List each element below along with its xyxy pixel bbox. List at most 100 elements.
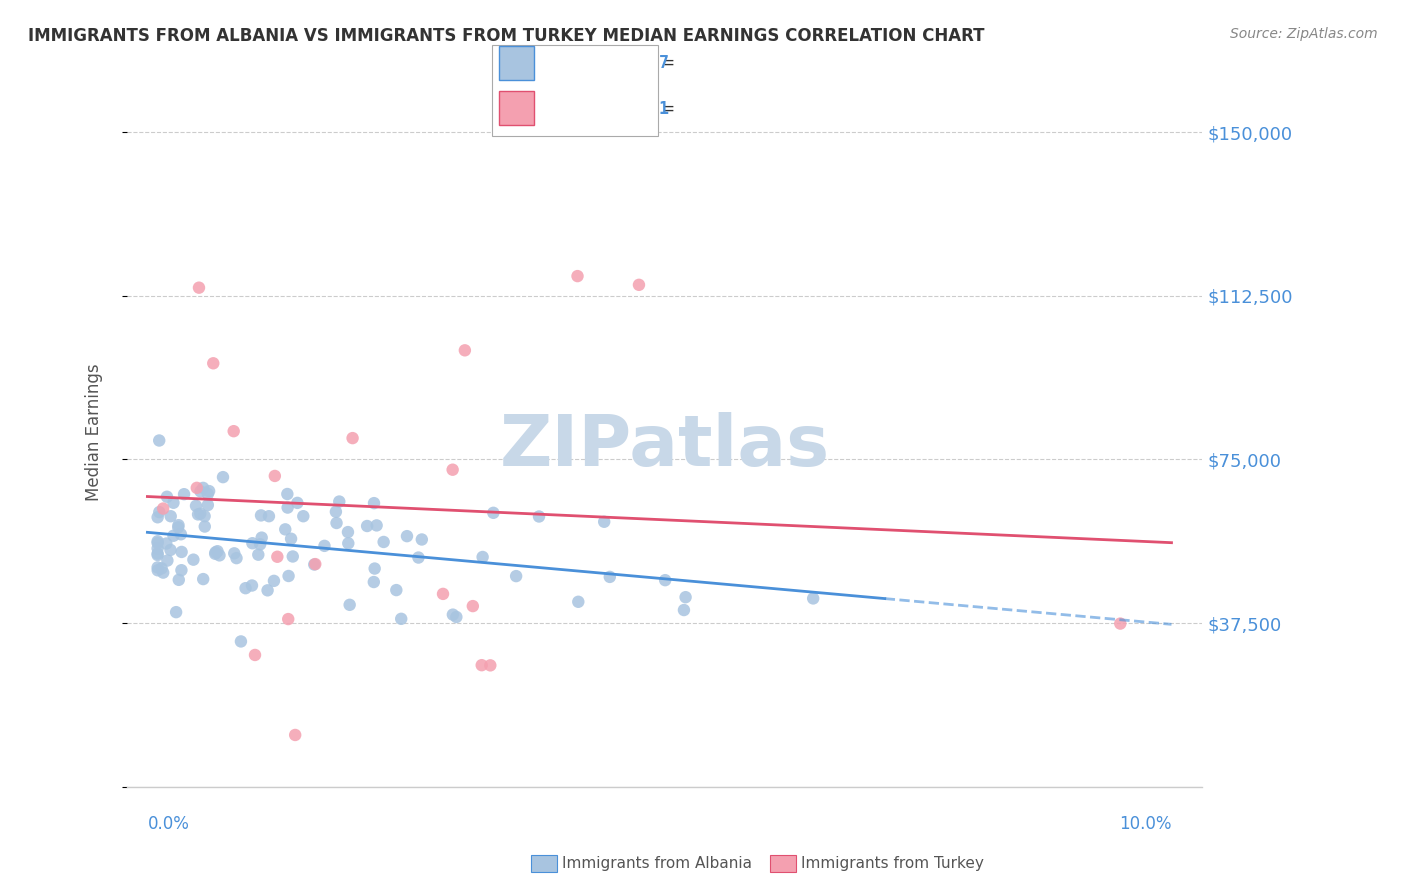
Point (599, 570, 621, 584)
Point (363, 574, 385, 589)
Point (441, 463, 464, 477)
Point (627, 277, 650, 292)
Point (342, 431, 364, 445)
Point (243, 648, 266, 662)
Point (432, 587, 454, 601)
Point (292, 509, 315, 524)
Point (479, 658, 502, 673)
Point (146, 548, 169, 562)
Point (170, 563, 193, 577)
Point (277, 569, 299, 583)
Point (173, 487, 195, 501)
Point (249, 537, 271, 551)
Point (146, 547, 169, 561)
Text: Immigrants from Albania: Immigrants from Albania (562, 856, 752, 871)
Point (527, 509, 550, 524)
Point (224, 546, 246, 560)
Point (471, 549, 494, 564)
Point (567, 269, 589, 284)
Point (146, 536, 169, 550)
Text: ZIPatlas: ZIPatlas (499, 412, 830, 481)
Point (235, 581, 257, 595)
Point (385, 583, 408, 598)
Point (593, 515, 616, 529)
Point (304, 558, 326, 572)
Point (208, 549, 231, 563)
Point (389, 612, 412, 626)
Point (162, 496, 184, 510)
Point (654, 573, 676, 587)
Point (242, 536, 264, 550)
Text: 0.0%: 0.0% (148, 815, 190, 833)
Text: Immigrants from Turkey: Immigrants from Turkey (801, 856, 984, 871)
Point (266, 549, 288, 564)
Point (162, 529, 184, 543)
Point (207, 544, 229, 558)
Point (446, 610, 468, 624)
Point (212, 470, 235, 484)
Point (672, 603, 695, 617)
Point (408, 550, 430, 565)
Point (188, 281, 211, 295)
Point (229, 634, 252, 648)
Point (675, 590, 697, 604)
Point (198, 484, 221, 499)
Point (190, 484, 212, 499)
Point (222, 424, 245, 438)
Point (152, 566, 174, 580)
Point (285, 496, 308, 510)
Point (281, 549, 304, 564)
Point (188, 507, 211, 521)
Point (263, 574, 285, 588)
Point (276, 487, 298, 501)
Point (314, 539, 336, 553)
Point (337, 536, 360, 550)
Point (274, 522, 297, 536)
Point (567, 595, 589, 609)
Point (325, 516, 347, 530)
Text: 10.0%: 10.0% (1119, 815, 1171, 833)
Text: 21: 21 (650, 100, 669, 118)
Point (225, 551, 247, 566)
Text: R =: R = (541, 54, 581, 72)
Point (363, 561, 385, 575)
Point (366, 518, 388, 533)
Point (146, 541, 169, 556)
Point (482, 506, 505, 520)
Point (801, 591, 824, 606)
Point (187, 508, 209, 522)
Point (155, 536, 177, 550)
Point (183, 552, 205, 566)
Text: N =: N = (614, 54, 685, 72)
Point (1109, 616, 1132, 631)
Point (152, 501, 174, 516)
Text: 97: 97 (650, 54, 669, 72)
Point (325, 505, 347, 519)
Point (204, 545, 226, 559)
Point (197, 498, 219, 512)
Text: IMMIGRANTS FROM ALBANIA VS IMMIGRANTS FROM TURKEY MEDIAN EARNINGS CORRELATION CH: IMMIGRANTS FROM ALBANIA VS IMMIGRANTS FR… (28, 27, 984, 45)
Point (159, 543, 181, 558)
Point (280, 532, 302, 546)
Point (146, 510, 169, 524)
Point (284, 728, 307, 742)
Point (156, 553, 179, 567)
Point (395, 529, 418, 543)
Text: Source: ZipAtlas.com: Source: ZipAtlas.com (1230, 27, 1378, 41)
Point (146, 560, 169, 574)
Point (186, 481, 208, 495)
Point (411, 533, 433, 547)
Point (373, 535, 395, 549)
Point (156, 490, 179, 504)
Point (146, 534, 169, 549)
Point (159, 509, 181, 524)
Point (247, 548, 270, 562)
Point (454, 343, 477, 358)
Point (257, 509, 280, 524)
Point (167, 518, 190, 533)
Point (194, 509, 217, 524)
Point (277, 500, 299, 515)
Point (263, 469, 285, 483)
Point (471, 658, 494, 673)
Point (204, 547, 226, 561)
